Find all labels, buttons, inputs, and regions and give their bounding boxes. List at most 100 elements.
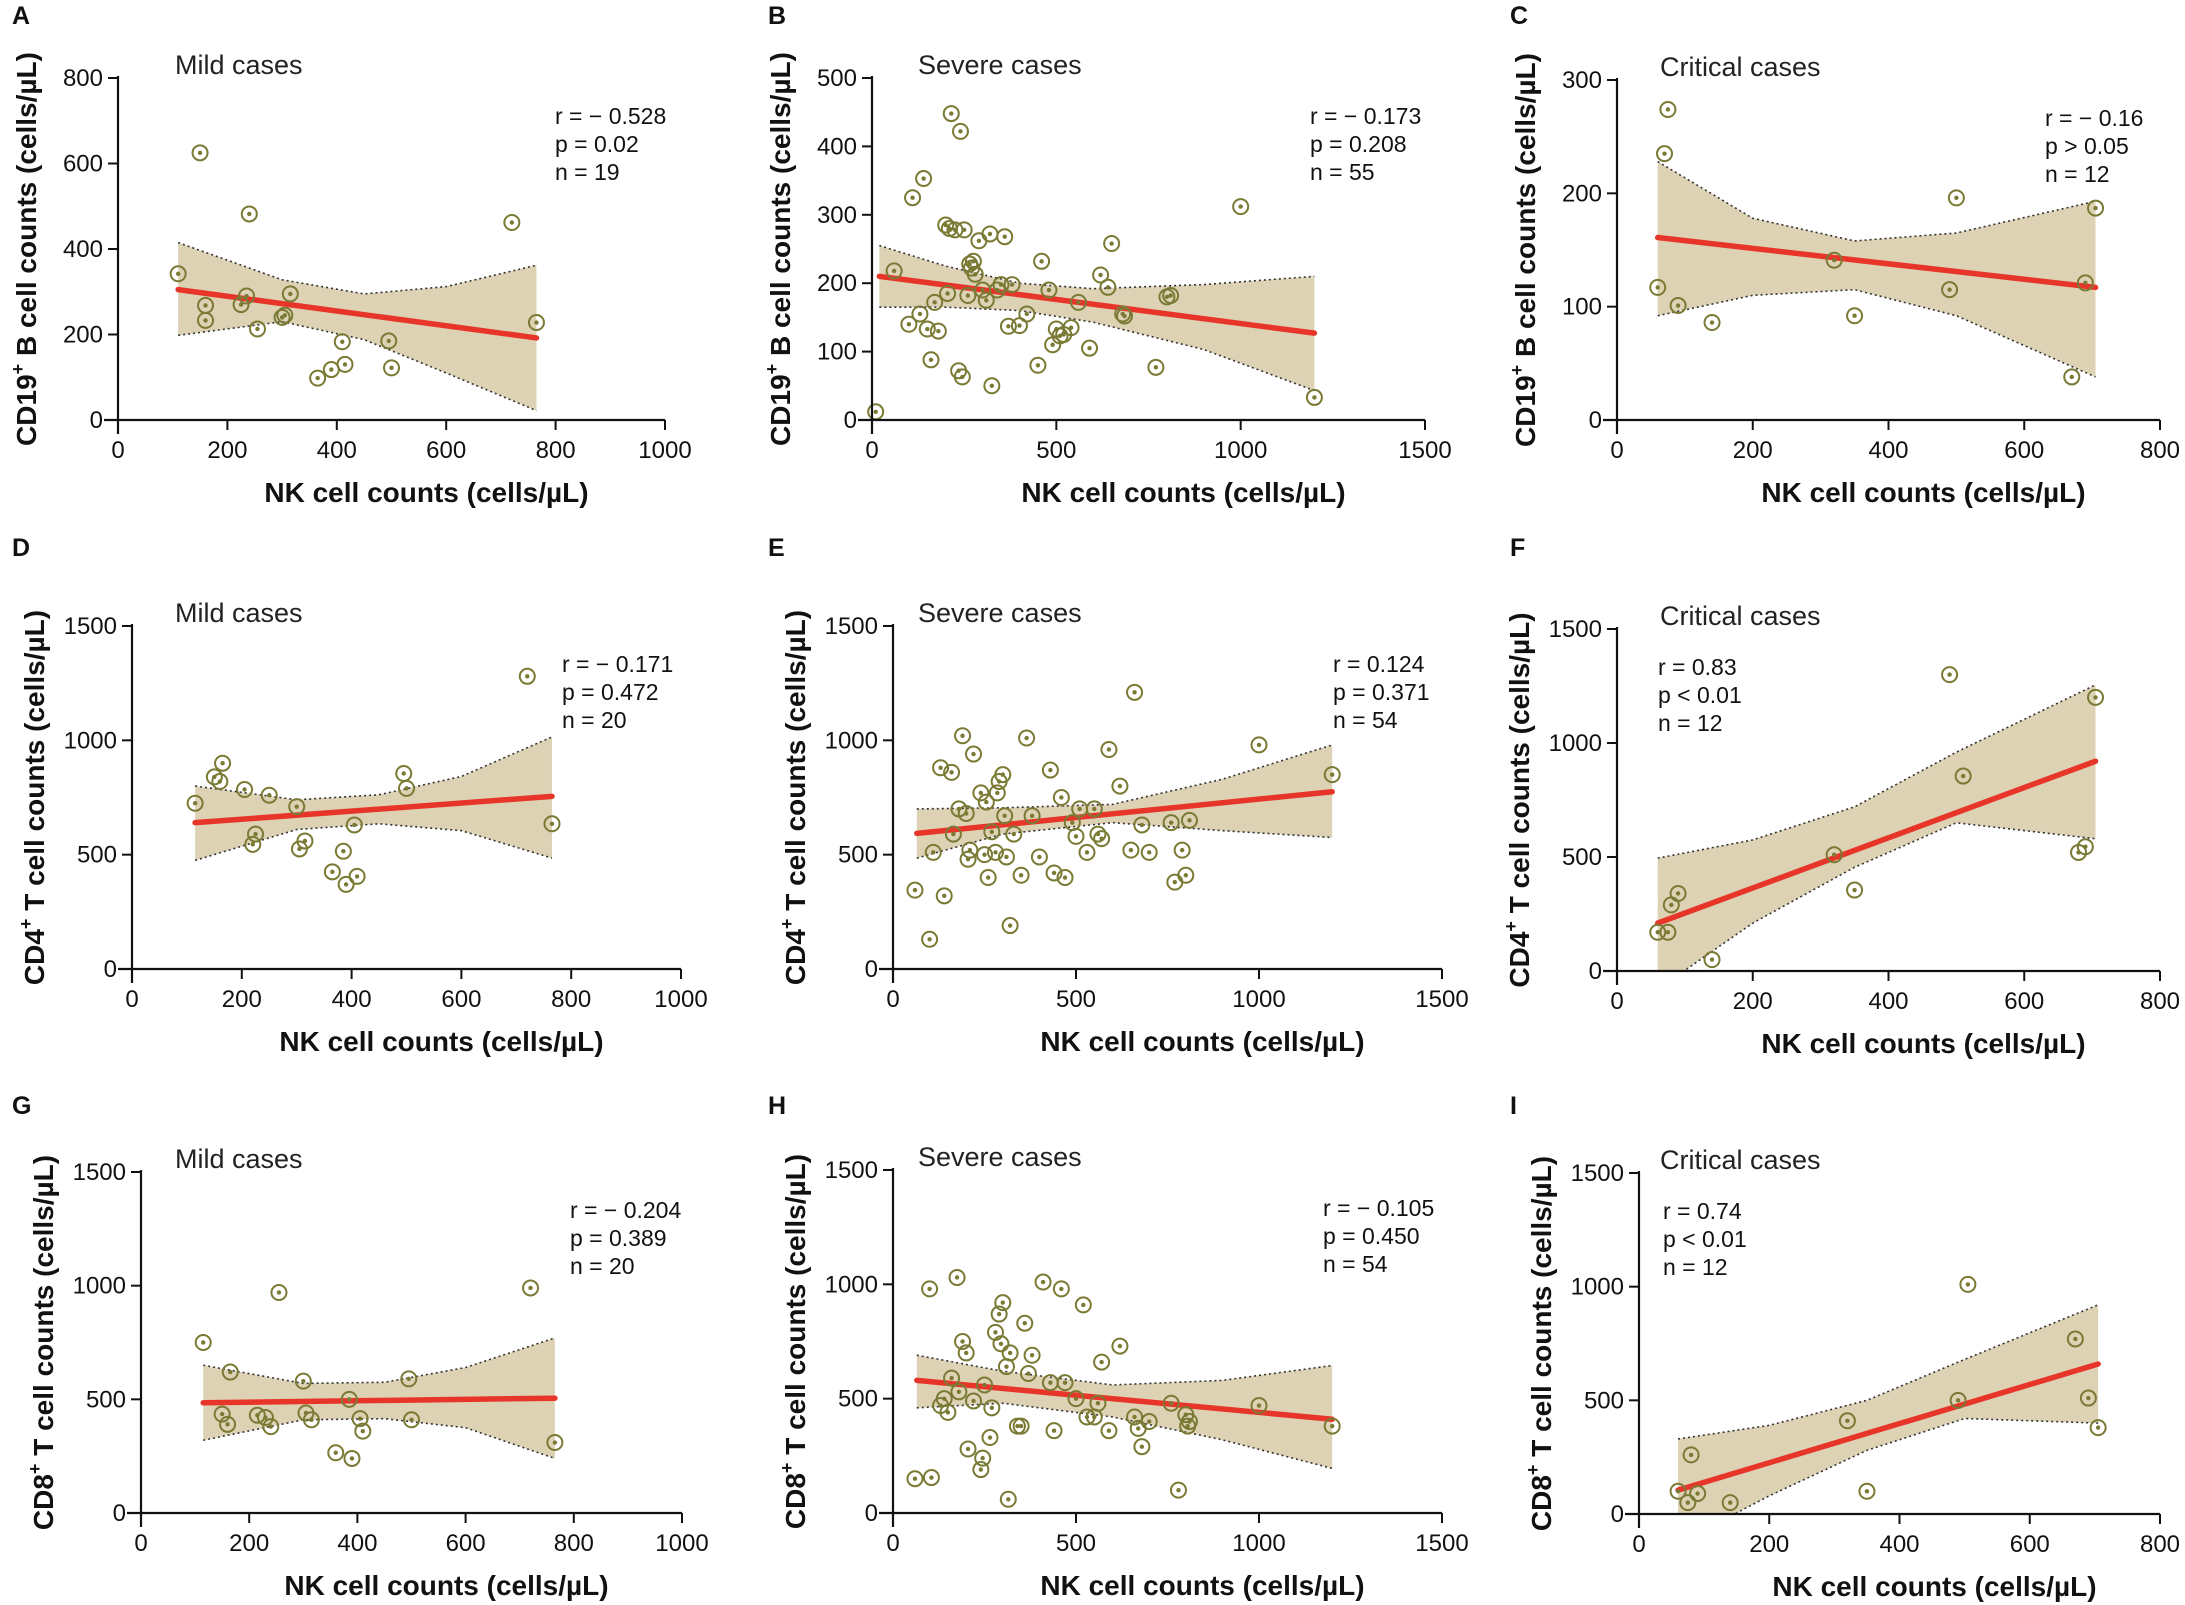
y-axis-label: CD4+ T cell counts (cells/µL) (777, 610, 811, 985)
data-point-ring (966, 265, 984, 283)
data-point-dot (965, 293, 971, 298)
data-point-ring (238, 287, 256, 305)
data-point (1140, 843, 1158, 861)
stat-line: r = 0.74 (1663, 1198, 1742, 1224)
data-point-ring (1133, 1438, 1151, 1456)
data-point-dot (1955, 1398, 1961, 1403)
data-point-dot (1132, 1414, 1137, 1420)
stat-line: n = 19 (555, 159, 620, 185)
data-point (1959, 1275, 1977, 1293)
data-point-ring (959, 850, 977, 868)
x-tick-label: 200 (207, 437, 247, 464)
data-point-ring (1067, 827, 1085, 845)
data-point-dot (1187, 818, 1192, 823)
stat-line: n = 12 (2045, 161, 2110, 187)
panel-title: Severe cases (918, 50, 1082, 80)
data-point-dot (525, 674, 530, 679)
data-point-ring (1846, 307, 1864, 325)
data-point-dot (1947, 672, 1952, 677)
data-point (943, 1369, 961, 1387)
data-point-dot (927, 1286, 932, 1292)
data-point-ring (1012, 1417, 1030, 1435)
y-tick-label: 1000 (1571, 1274, 1624, 1301)
x-tick-label: 1000 (1232, 1530, 1285, 1557)
data-point-dot (1852, 313, 1857, 318)
data-point (965, 1392, 983, 1410)
y-axis-label-sup: + (777, 1463, 797, 1474)
data-point-ring (281, 285, 299, 303)
data-point-dot (1011, 831, 1016, 837)
data-point (294, 1372, 312, 1390)
data-point-dot (301, 1378, 306, 1384)
y-axis-label-marker: CD19 (765, 374, 796, 446)
data-point-dot (960, 1339, 965, 1344)
data-point (972, 784, 990, 802)
data-point (1041, 761, 1059, 779)
chart-panel-i: I 0 200 400 600 800 0 500 1000 1500 NK cell counts… (1510, 1092, 2180, 1602)
data-point-dot (1655, 285, 1660, 290)
data-point-dot (1037, 854, 1042, 860)
data-point-ring (348, 867, 366, 885)
data-point (1033, 252, 1051, 270)
data-point-dot (1105, 285, 1111, 290)
x-tick-label: 800 (536, 437, 576, 464)
data-point (1074, 1296, 1092, 1314)
data-point-ring (1052, 1280, 1070, 1298)
data-point-dot (996, 1311, 1002, 1317)
y-tick-label: 0 (844, 407, 857, 434)
panel-letter: H (768, 1092, 786, 1120)
data-point-ring (351, 1410, 369, 1428)
data-point-dot (1954, 195, 1959, 201)
data-point-dot (219, 1411, 225, 1417)
x-tick-label: 0 (111, 437, 124, 464)
data-point-ring (232, 296, 250, 314)
data-point-dot (386, 338, 391, 344)
data-point (900, 315, 918, 333)
data-point-dot (1153, 365, 1159, 370)
data-point (270, 1283, 288, 1301)
data-point-dot (1051, 1428, 1057, 1433)
y-axis-label-marker: CD4 (780, 929, 811, 985)
y-tick-label: 500 (1584, 1387, 1624, 1414)
data-point-dot (1947, 287, 1952, 292)
data-point-ring (398, 779, 415, 797)
data-point-ring (334, 842, 352, 860)
data-point-ring (943, 763, 961, 781)
data-point-dot (268, 1424, 274, 1429)
y-axis-label-text: B cell counts (cells/µL) (765, 52, 796, 364)
stat-line: r = − 0.171 (562, 651, 673, 677)
data-point-dot (1059, 1286, 1064, 1292)
regression-line (1675, 1361, 2101, 1493)
data-point-dot (263, 1415, 268, 1420)
stat-line: p > 0.05 (2045, 133, 2129, 159)
data-point-ring (221, 1363, 239, 1381)
data-point (999, 1490, 1017, 1508)
data-point (343, 1449, 361, 1467)
data-point (1103, 235, 1121, 253)
data-point (1941, 281, 1959, 299)
data-point-dot (938, 765, 943, 770)
data-point (219, 1415, 237, 1433)
data-point (929, 322, 947, 340)
data-point-dot (1057, 333, 1063, 339)
y-axis-label-marker: CD8 (780, 1473, 811, 1529)
data-point-ring (262, 1418, 280, 1436)
data-point (1180, 811, 1198, 829)
data-point (944, 825, 962, 843)
data-point-ring (1846, 881, 1864, 899)
data-point-ring (950, 1383, 968, 1401)
data-point (1023, 1346, 1041, 1364)
data-point (1045, 864, 1063, 882)
y-tick-label: 300 (817, 202, 857, 229)
data-point-ring (1825, 846, 1843, 864)
x-tick-label: 400 (1879, 1531, 1919, 1558)
data-point-dot (973, 272, 978, 277)
band-lower-edge (194, 822, 553, 862)
data-point-dot (1009, 282, 1015, 287)
data-point-dot (1136, 1426, 1141, 1431)
stat-line: n = 54 (1323, 1251, 1388, 1277)
data-point-dot (244, 293, 249, 299)
data-point (1669, 297, 1687, 315)
data-point (1001, 917, 1019, 935)
data-point-dot (912, 1476, 918, 1481)
